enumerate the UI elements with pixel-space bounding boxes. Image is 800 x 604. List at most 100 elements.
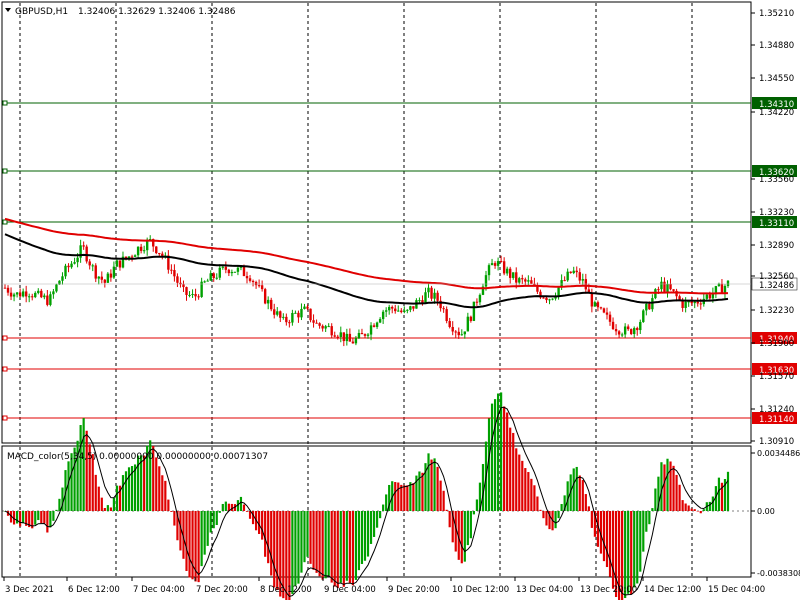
macd-bar: [539, 509, 542, 511]
macd-bar: [170, 511, 173, 512]
macd-bar: [34, 511, 37, 525]
macd-bar: [590, 511, 593, 528]
macd-bar: [611, 511, 615, 589]
macd-bar: [294, 511, 297, 586]
time-tick-label: 7 Dec 20:00: [196, 585, 248, 595]
macd-bar: [560, 504, 563, 511]
level-price-tag: [752, 332, 797, 344]
level-price-text: 1.31630: [759, 366, 794, 376]
candle-body: [239, 266, 243, 268]
macd-bar: [55, 509, 58, 511]
level-handle[interactable]: [2, 219, 8, 225]
macd-bar: [161, 475, 164, 511]
candle-body: [484, 275, 488, 287]
macd-bar: [318, 511, 321, 577]
macd-bar: [657, 476, 660, 511]
price-tick-label: 1.31240: [759, 405, 794, 415]
candle-body: [215, 277, 218, 279]
price-tick-label: 1.32890: [759, 241, 794, 251]
chart-menu-triangle-icon[interactable]: [5, 8, 11, 12]
candle-body: [9, 292, 13, 297]
candle-body: [693, 301, 696, 304]
macd-bar: [542, 511, 545, 519]
macd-bar: [406, 485, 409, 511]
candle-body: [490, 263, 494, 266]
macd-bar: [191, 511, 194, 580]
candle-body: [403, 310, 406, 313]
macd-tick-label: 0.0034486: [757, 449, 800, 458]
macd-bar: [581, 480, 584, 511]
macd-bar: [345, 511, 348, 581]
candle-body: [49, 294, 52, 305]
candle-body: [605, 312, 609, 315]
macd-bar: [73, 447, 76, 511]
macd-bar: [369, 511, 373, 544]
macd-bar: [360, 511, 364, 564]
price-tick-label: 1.32230: [759, 306, 794, 316]
candle-body: [502, 261, 506, 274]
macd-bar: [76, 440, 79, 511]
candle-body: [46, 295, 49, 305]
macd-bar: [521, 460, 524, 511]
macd-bar: [297, 511, 300, 584]
candle-body: [136, 246, 140, 256]
candle-body: [149, 238, 152, 240]
candle-body: [354, 338, 358, 344]
macd-bar: [49, 511, 52, 528]
candle-body: [18, 292, 22, 297]
macd-bar: [554, 511, 557, 529]
level-handle[interactable]: [2, 168, 8, 174]
candle-body: [303, 306, 306, 309]
candle-body: [236, 267, 240, 272]
macd-bar: [524, 468, 527, 511]
candle-body: [3, 287, 7, 289]
macd-bar: [46, 511, 49, 533]
macd-bar: [112, 497, 116, 511]
candle-body: [155, 246, 158, 254]
candle-body: [590, 292, 594, 307]
macd-bar: [194, 511, 197, 582]
candle-body: [28, 296, 31, 298]
level-price-tag: [752, 165, 797, 177]
macd-bar: [31, 511, 34, 529]
candle-body: [557, 287, 560, 297]
macd-bar: [512, 432, 515, 511]
macd-bar: [279, 511, 282, 597]
macd-bar: [109, 507, 112, 511]
macd-bar: [684, 503, 687, 511]
price-tick-label: 1.34220: [759, 108, 794, 118]
candle-body: [548, 299, 551, 301]
candle-body: [209, 273, 212, 281]
macd-bar: [100, 497, 103, 511]
candle-body: [12, 294, 16, 297]
macd-bar: [348, 511, 351, 584]
macd-bar: [127, 467, 131, 511]
candle-body: [675, 290, 678, 297]
level-handle[interactable]: [2, 366, 8, 372]
macd-bar: [675, 474, 678, 511]
candle-body: [242, 266, 246, 277]
level-handle[interactable]: [2, 335, 8, 341]
macd-bar: [599, 511, 603, 554]
macd-bar: [285, 511, 288, 603]
candle-body: [73, 262, 76, 264]
candle-body: [575, 270, 578, 273]
level-handle[interactable]: [2, 415, 8, 421]
level-handle[interactable]: [2, 100, 8, 106]
candle-body: [297, 312, 300, 318]
candle-body: [100, 276, 104, 280]
candle-body: [357, 333, 361, 339]
macd-bar: [43, 511, 46, 524]
price-tick-label: 1.31900: [759, 339, 794, 349]
candle-body: [97, 276, 100, 279]
macd-bar: [648, 511, 651, 525]
level-price-text: 1.33110: [759, 219, 794, 229]
macd-bar: [451, 511, 454, 543]
candle-body: [451, 326, 454, 332]
candle-body: [608, 314, 612, 322]
macd-bar: [651, 508, 654, 511]
candle-body: [651, 298, 654, 310]
candle-body: [445, 309, 448, 322]
